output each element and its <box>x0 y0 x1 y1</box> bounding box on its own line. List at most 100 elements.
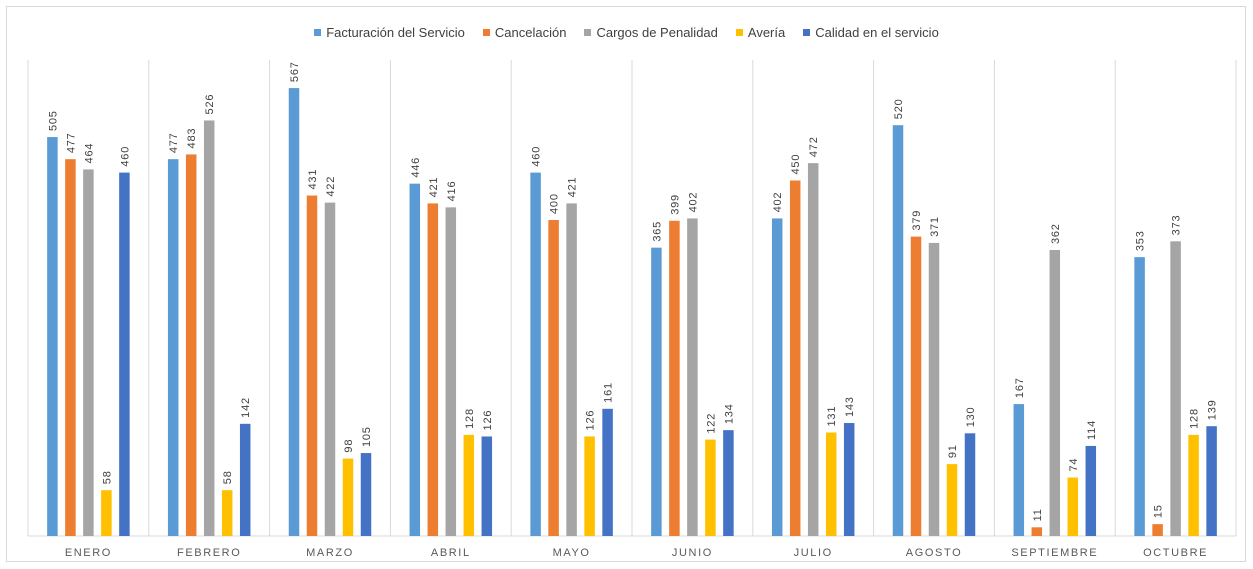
data-label: 74 <box>1068 458 1080 472</box>
data-label: 365 <box>651 221 663 242</box>
data-label: 58 <box>222 470 234 484</box>
bar <box>789 180 801 536</box>
bar <box>481 436 493 536</box>
data-label: 416 <box>446 181 458 202</box>
bar <box>825 432 837 536</box>
data-label: 567 <box>289 61 301 82</box>
legend-label: Facturación del Servicio <box>326 24 465 40</box>
bar <box>47 137 58 537</box>
bar <box>1013 404 1025 536</box>
data-label: 353 <box>1135 230 1147 251</box>
data-label: 15 <box>1153 504 1165 518</box>
data-label: 98 <box>343 439 355 453</box>
bar <box>1049 250 1061 536</box>
data-label: 520 <box>893 98 905 119</box>
bar <box>964 433 976 536</box>
bar <box>1085 445 1097 536</box>
data-label: 91 <box>947 444 959 458</box>
legend-item: Avería <box>735 25 785 40</box>
bar <box>1134 257 1145 536</box>
bar <box>101 490 112 536</box>
data-label: 130 <box>965 407 977 428</box>
bar <box>1206 426 1217 536</box>
data-label: 460 <box>119 146 131 167</box>
bar <box>1188 434 1199 536</box>
data-label: 526 <box>204 94 216 115</box>
bar <box>946 464 958 536</box>
bar <box>167 159 179 537</box>
data-label: 402 <box>772 192 784 213</box>
data-label: 126 <box>482 410 494 431</box>
bar <box>221 490 233 536</box>
legend-swatch <box>803 28 811 36</box>
data-label: 421 <box>567 177 579 198</box>
data-label: 464 <box>83 143 95 164</box>
data-label: 379 <box>911 210 923 231</box>
bar <box>1152 524 1163 536</box>
data-label: 128 <box>1189 408 1201 429</box>
x-tick-label: ENERO <box>65 547 112 559</box>
bar <box>239 423 251 536</box>
bar <box>409 183 421 536</box>
legend-label: Cancelación <box>494 24 567 40</box>
bar <box>669 220 680 537</box>
data-label: 114 <box>1086 420 1098 440</box>
data-label: 11 <box>1032 508 1044 521</box>
bar <box>185 154 197 536</box>
bar <box>584 436 595 536</box>
data-label: 402 <box>687 192 699 213</box>
x-tick-label: ABRIL <box>431 547 471 559</box>
data-label: 450 <box>790 154 802 175</box>
data-label: 460 <box>531 146 543 167</box>
legend-label: Calidad en el servicio <box>815 24 939 40</box>
data-label: 131 <box>826 406 838 427</box>
bar <box>463 434 475 536</box>
legend-item: Cargos de Penalidad <box>584 24 718 40</box>
bar <box>687 218 698 537</box>
bar <box>324 202 336 536</box>
bar <box>651 247 662 536</box>
bar <box>705 439 716 536</box>
bar <box>771 218 783 537</box>
bar <box>723 430 734 536</box>
data-label: 139 <box>1207 399 1219 420</box>
bar <box>1067 477 1079 536</box>
data-label: 58 <box>101 470 113 484</box>
data-label: 399 <box>669 194 681 215</box>
data-label: 371 <box>929 216 941 237</box>
x-tick-label: AGOSTO <box>906 547 962 559</box>
data-label: 421 <box>428 177 440 198</box>
bar <box>445 207 457 537</box>
chart-frame <box>6 6 1246 562</box>
x-tick-label: MAYO <box>553 547 591 559</box>
x-tick-label: JULIO <box>794 547 833 559</box>
data-label: 134 <box>723 403 735 424</box>
bar <box>360 453 372 536</box>
data-label: 477 <box>65 132 77 153</box>
bar <box>306 195 318 536</box>
bar <box>548 220 559 536</box>
data-label: 431 <box>307 169 319 190</box>
data-label: 362 <box>1050 223 1062 244</box>
x-tick-label: FEBRERO <box>177 547 241 559</box>
bar <box>910 236 922 536</box>
legend-swatch <box>314 28 322 36</box>
bar <box>1031 527 1043 536</box>
legend-swatch <box>482 28 490 36</box>
legend-label: Cargos de Penalidad <box>596 24 718 40</box>
data-label: 105 <box>361 426 373 447</box>
data-label: 143 <box>844 396 856 417</box>
data-label: 167 <box>1014 377 1026 398</box>
legend-item: Facturación del Servicio <box>314 25 465 40</box>
data-label: 128 <box>464 408 476 429</box>
bar <box>427 203 439 536</box>
bar <box>288 88 300 536</box>
legend: Facturación del Servicio Cancelación Cargo… <box>0 22 1253 42</box>
data-label: 122 <box>705 413 717 434</box>
legend-swatch <box>584 28 592 36</box>
data-label: 483 <box>186 128 198 149</box>
x-tick-label: MARZO <box>306 547 354 559</box>
bar <box>83 169 94 536</box>
